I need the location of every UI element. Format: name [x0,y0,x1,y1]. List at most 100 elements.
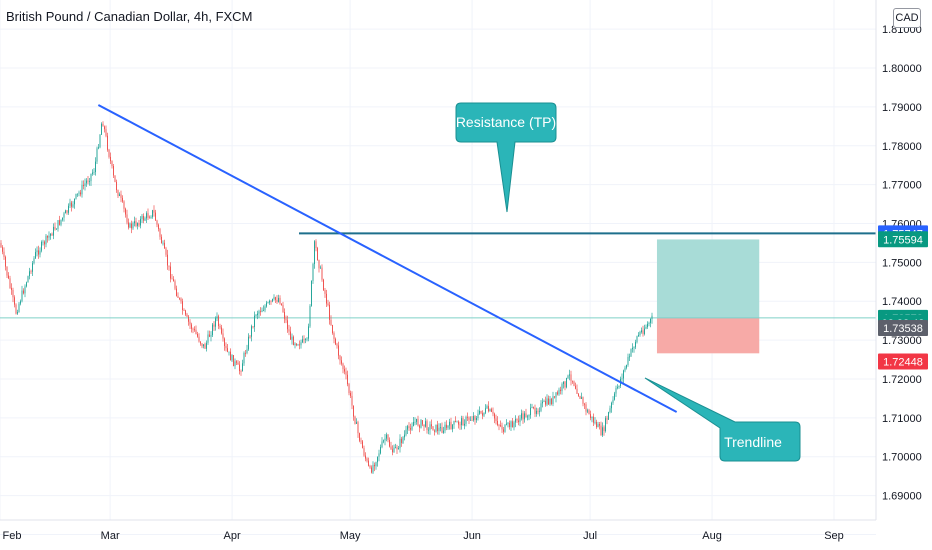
resistance-callout[interactable] [455,102,557,213]
candle-body [465,416,467,424]
candle-body [621,378,623,380]
candle-body [273,297,275,299]
candle-body [641,330,642,332]
candle-body [102,123,104,127]
candle-body [444,424,446,431]
candle-body [321,267,323,280]
candle-body [234,361,236,367]
candle-body [221,327,222,334]
candle-body [644,328,645,335]
stop-zone[interactable] [656,317,760,354]
candle-body [459,424,461,426]
price-tick-label: 1.72000 [882,374,922,386]
candle-body [504,424,506,432]
candle-body [522,413,524,420]
candle-body [32,263,33,272]
candle-body [267,302,269,304]
candle-body [450,421,452,430]
candle-body [119,194,120,196]
candle-body [579,396,581,399]
candle-body [75,193,77,199]
candle-body [192,328,194,330]
candle-body [266,302,267,307]
candle-body [198,336,200,342]
candle-body [111,161,113,167]
candle-body [500,425,501,427]
candle-body [501,425,503,430]
candle-body [201,343,203,347]
candle-body [434,430,435,432]
candle-body [404,434,405,438]
candle-body [345,371,347,375]
target-zone[interactable] [656,239,760,318]
candle-body [333,333,335,339]
candle-body [66,210,68,213]
candle-body [564,381,566,388]
candle-body [326,293,327,304]
candle-body [228,351,230,353]
candle-body [11,287,12,291]
candle-body [411,426,413,430]
candle-body [488,406,489,412]
candle-body [263,310,264,312]
candle-body [279,297,281,304]
candle-body [347,374,348,385]
candle-body [15,304,17,314]
candle-body [77,193,78,195]
candle-body [134,221,135,224]
candle-body [597,424,599,428]
candle-body [195,329,197,334]
candle-body [633,347,635,349]
candle-body [176,288,177,296]
candle-body [435,424,437,432]
candle-body [341,360,342,364]
candle-body [573,381,575,386]
trendline-callout-label: Trendline [724,434,782,450]
candle-body [293,336,294,346]
candle-body [420,420,422,428]
candle-body [338,345,339,356]
candle-body [599,424,600,426]
price-tag-label: 1.73538 [883,323,923,335]
candle-body [311,280,312,306]
candle-body [26,282,27,287]
chart-grid [0,0,876,535]
candle-body [99,134,101,148]
currency-button[interactable]: CAD [893,8,921,28]
trendline-callout[interactable] [644,377,801,462]
candle-body [33,258,35,264]
candle-body [36,250,38,253]
candle-body [486,406,488,409]
candle-body [395,447,396,449]
trend-line[interactable] [97,104,678,413]
candle-body [354,416,356,424]
candle-body [188,316,189,322]
candle-body [164,242,165,249]
candle-body [618,385,620,388]
candle-body [417,418,419,426]
candle-body [5,256,6,267]
candle-body [521,413,522,419]
candle-body [384,438,386,441]
candle-body [413,421,414,427]
candle-body [39,250,41,255]
candle-body [206,342,207,349]
candle-body [623,370,624,379]
candle-body [246,349,248,354]
candle-body [402,437,404,443]
candle-body [551,398,552,404]
candle-body [83,184,84,187]
candle-body [312,264,314,281]
candle-body [647,323,648,328]
candle-body [290,331,291,340]
candle-body [189,321,191,325]
candle-body [615,388,617,394]
candle-body [519,418,521,423]
candle-body [213,324,215,327]
time-tick-label: Jul [583,530,597,542]
candle-body [288,329,290,332]
candle-body [68,205,69,213]
candlestick-series [0,121,653,474]
candle-body [138,223,140,226]
